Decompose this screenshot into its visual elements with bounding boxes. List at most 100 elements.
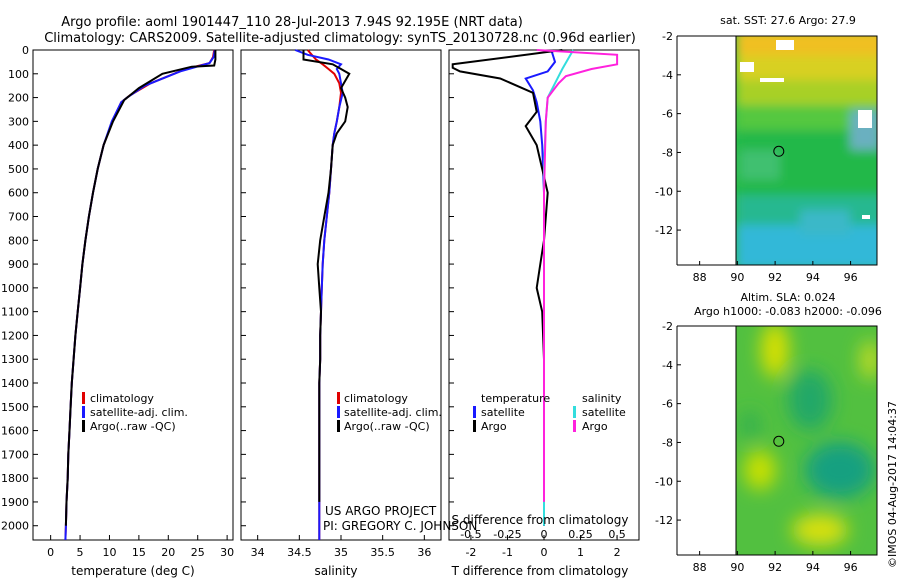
y-tick-label: 700: [8, 211, 29, 224]
legend-label-argo: Argo(..raw -QC): [90, 420, 176, 433]
difference-series: [451, 49, 619, 526]
salinity-axes: 34 34.5 35 35.5 36: [241, 49, 431, 559]
temperature-plot-frame: [32, 49, 234, 541]
x-tick-label: 1: [577, 546, 584, 559]
y-tick-label: 900: [8, 258, 29, 271]
x-tick-label: -2: [465, 546, 476, 559]
x-tick-label: 35.5: [370, 546, 395, 559]
temperature-legend: climatology satellite-adj. clim. Argo(..…: [82, 392, 188, 433]
legend-swatch-t-satellite: [473, 406, 476, 418]
float-position-marker: [773, 435, 785, 447]
difference-xlabel-bottom: T difference from climatology: [451, 564, 629, 578]
series-line-climatology: [64, 49, 216, 541]
y-tick-label: 1000: [1, 282, 29, 295]
map-y-tick-label: -4: [662, 359, 673, 372]
y-tick-label: 1400: [1, 377, 29, 390]
x-tick-label: 34.5: [287, 546, 312, 559]
y-tick-label: 200: [8, 92, 29, 105]
y-tick-label: 1700: [1, 448, 29, 461]
x-tick-label: 15: [132, 546, 146, 559]
temperature-axes: 0 5 10 15 20 25 300100200300400500600700800900…: [1, 44, 234, 559]
x-tick-label: 10: [102, 546, 116, 559]
map-x-tick-label: 88: [693, 271, 707, 284]
map-y-tick-label: -10: [655, 475, 673, 488]
sla-map-axes: 88 90 92 94 96 -2 -4 -6 -8 -10 -12: [655, 320, 858, 574]
y-tick-label: 1900: [1, 496, 29, 509]
series-line-satellite: [64, 49, 216, 541]
y-tick-label: 2000: [1, 520, 29, 533]
footer-credit: ©IMOS 04-Aug-2017 14:04:37: [886, 401, 899, 568]
map-y-tick-label: -10: [655, 185, 673, 198]
legend-label-climatology: climatology: [90, 392, 154, 405]
series-line-argo: [302, 50, 351, 502]
temperature-series: [64, 49, 217, 541]
map-x-tick-label: 88: [693, 561, 707, 574]
pi-annotation: PI: GREGORY C. JOHNSON: [323, 519, 477, 533]
legend-label-t-argo: Argo: [481, 420, 507, 433]
map-y-tick-label: -2: [662, 30, 673, 43]
map-y-tick-label: -2: [662, 320, 673, 333]
x-tick-label: 2: [614, 546, 621, 559]
x-tick-label: 34: [251, 546, 265, 559]
map-y-tick-label: -6: [662, 398, 673, 411]
x-tick-label: 0: [47, 546, 54, 559]
difference-axes: -2 -1 0 1 2 -0.5 -0.25 0 0.25 0.5: [449, 49, 626, 559]
sst-map-title: sat. SST: 27.6 Argo: 27.9: [720, 14, 856, 27]
x-tick-label: 5: [77, 546, 84, 559]
x-tick-label: 20: [161, 546, 175, 559]
legend-swatch-climatology: [82, 392, 85, 404]
map-x-tick-label: 96: [844, 271, 858, 284]
legend-swatch-s-satellite: [573, 406, 576, 418]
legend-label-satellite: satellite-adj. clim.: [344, 406, 442, 419]
sla-heatmap: [736, 326, 877, 555]
difference-legend: temperature salinity satellite Argo sate…: [473, 392, 626, 433]
legend-label-climatology: climatology: [344, 392, 408, 405]
sla-map-frame: [735, 325, 878, 556]
y-tick-label: 800: [8, 234, 29, 247]
y-tick-label: 600: [8, 187, 29, 200]
s-diff-tick-label: 0.5: [608, 528, 626, 541]
legend-swatch-climatology: [337, 392, 340, 404]
salinity-series: [294, 49, 351, 540]
series-line-s-argo: [536, 49, 619, 502]
legend-swatch-satellite: [337, 406, 340, 418]
legend-header-salinity: salinity: [582, 392, 622, 405]
map-x-tick-label: 96: [844, 561, 858, 574]
map-y-tick-label: -8: [662, 146, 673, 159]
s-diff-tick-label: -0.25: [493, 528, 521, 541]
map-x-tick-label: 90: [730, 271, 744, 284]
legend-swatch-satellite: [82, 406, 85, 418]
figure-title: Argo profile: aoml 1901447_110 28-Jul-20…: [61, 15, 523, 30]
x-tick-label: 25: [191, 546, 205, 559]
sst-map-frame: [735, 35, 878, 266]
x-tick-label: 0: [541, 546, 548, 559]
s-diff-tick-label: 0: [541, 528, 548, 541]
map-x-tick-label: 92: [768, 561, 782, 574]
x-tick-label: 30: [220, 546, 234, 559]
series-line-s-satellite: [543, 49, 575, 526]
map-x-tick-label: 94: [806, 271, 820, 284]
map-x-tick-label: 90: [730, 561, 744, 574]
difference-xlabel-top: S difference from climatology: [452, 513, 629, 527]
sst-map-axes: 88 90 92 94 96 -2 -4 -6 -8 -10 -12: [655, 30, 858, 284]
s-diff-tick-label: -0.5: [460, 528, 481, 541]
map-y-tick-label: -12: [655, 514, 673, 527]
legend-label-satellite: satellite-adj. clim.: [90, 406, 188, 419]
salinity-plot-frame: [240, 49, 442, 541]
salinity-xlabel: salinity: [314, 564, 357, 578]
float-position-marker: [773, 145, 785, 157]
y-tick-label: 500: [8, 163, 29, 176]
legend-label-argo: Argo(..raw -QC): [344, 420, 430, 433]
s-diff-tick-label: 0.25: [568, 528, 593, 541]
legend-label-t-satellite: satellite: [481, 406, 525, 419]
legend-label-s-argo: Argo: [582, 420, 608, 433]
y-tick-label: 400: [8, 139, 29, 152]
legend-swatch-s-argo: [573, 420, 576, 432]
y-tick-label: 300: [8, 115, 29, 128]
y-tick-label: 1800: [1, 472, 29, 485]
sla-map-subtitle: Argo h1000: -0.083 h2000: -0.096: [694, 305, 882, 318]
x-tick-label: -1: [502, 546, 513, 559]
salinity-legend: climatology satellite-adj. clim. Argo(..…: [337, 392, 442, 433]
x-tick-label: 36: [417, 546, 431, 559]
